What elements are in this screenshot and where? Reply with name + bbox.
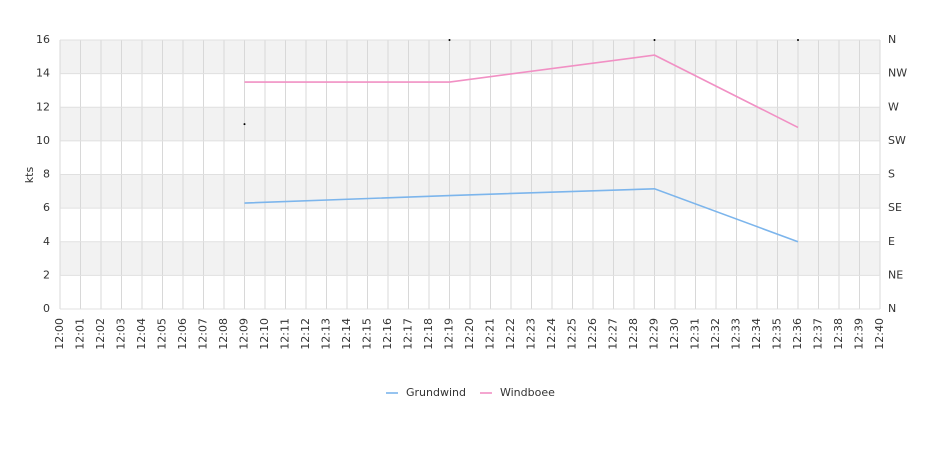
x-tick-label: 12:17 xyxy=(402,318,415,350)
x-tick-label: 12:31 xyxy=(689,318,702,350)
x-tick-label: 12:04 xyxy=(135,318,148,350)
x-tick-label: 12:01 xyxy=(74,318,87,350)
x-tick-label: 12:19 xyxy=(443,318,456,350)
x-tick-label: 12:02 xyxy=(94,318,107,350)
x-tick-label: 12:10 xyxy=(258,318,271,350)
y-tick-label: 12 xyxy=(36,100,50,113)
x-tick-label: 12:00 xyxy=(53,318,66,350)
y-axis-label: kts xyxy=(23,167,36,184)
x-tick-label: 12:29 xyxy=(648,318,661,350)
x-tick-label: 12:23 xyxy=(525,318,538,350)
x-tick-label: 12:03 xyxy=(115,318,128,350)
series-line xyxy=(244,54,799,129)
x-tick-label: 12:09 xyxy=(238,318,251,350)
x-tick-label: 12:38 xyxy=(832,318,845,350)
x-tick-label: 12:13 xyxy=(320,318,333,350)
x-tick-label: 12:27 xyxy=(607,318,620,350)
legend-label: Grundwind xyxy=(406,386,466,399)
y2-tick-label: N xyxy=(888,33,896,46)
y2-tick-label: SE xyxy=(888,201,902,214)
y2-tick-label: N xyxy=(888,302,896,315)
x-tick-label: 12:14 xyxy=(340,318,353,350)
y-tick-label: 10 xyxy=(36,134,50,147)
x-tick-label: 12:33 xyxy=(730,318,743,350)
x-tick-label: 12:16 xyxy=(381,318,394,350)
x-tick-label: 12:21 xyxy=(484,318,497,350)
x-tick-label: 12:34 xyxy=(750,318,763,350)
y-tick-label: 6 xyxy=(43,201,50,214)
x-tick-label: 12:30 xyxy=(668,318,681,350)
x-tick-label: 12:11 xyxy=(279,318,292,350)
x-tick-label: 12:24 xyxy=(545,318,558,350)
y2-tick-label: SW xyxy=(888,134,906,147)
y-tick-label: 14 xyxy=(36,67,50,80)
x-tick-label: 12:37 xyxy=(812,318,825,350)
y2-tick-label: W xyxy=(888,100,899,113)
legend-label: Windboee xyxy=(500,386,555,399)
x-tick-label: 12:12 xyxy=(299,318,312,350)
direction-point xyxy=(653,39,656,41)
x-tick-label: 12:15 xyxy=(361,318,374,350)
y-tick-label: 2 xyxy=(43,268,50,281)
y2-tick-label: S xyxy=(888,168,895,181)
x-tick-label: 12:26 xyxy=(586,318,599,350)
y2-tick-label: NE xyxy=(888,268,903,281)
x-tick-label: 12:36 xyxy=(791,318,804,350)
y-tick-label: 0 xyxy=(43,302,50,315)
x-tick-label: 12:06 xyxy=(176,318,189,350)
x-tick-label: 12:18 xyxy=(422,318,435,350)
x-tick-label: 12:08 xyxy=(217,318,230,350)
x-tick-label: 12:35 xyxy=(771,318,784,350)
y2-tick-label: E xyxy=(888,235,895,248)
direction-point xyxy=(797,39,799,41)
y2-tick-label: NW xyxy=(888,67,907,80)
x-tick-label: 12:28 xyxy=(627,318,640,350)
x-tick-label: 12:39 xyxy=(853,318,866,350)
direction-point xyxy=(243,123,246,126)
x-tick-label: 12:25 xyxy=(566,318,579,350)
y-tick-label: 8 xyxy=(43,168,50,181)
x-tick-label: 12:32 xyxy=(709,318,722,350)
x-tick-label: 12:20 xyxy=(463,318,476,350)
x-tick-label: 12:07 xyxy=(197,318,210,350)
x-tick-label: 12:05 xyxy=(156,318,169,350)
direction-point xyxy=(448,39,451,41)
x-tick-label: 12:22 xyxy=(504,318,517,350)
y-tick-label: 4 xyxy=(43,235,50,248)
series-line xyxy=(244,187,799,243)
y-tick-label: 16 xyxy=(36,33,50,46)
x-tick-label: 12:40 xyxy=(873,318,886,350)
